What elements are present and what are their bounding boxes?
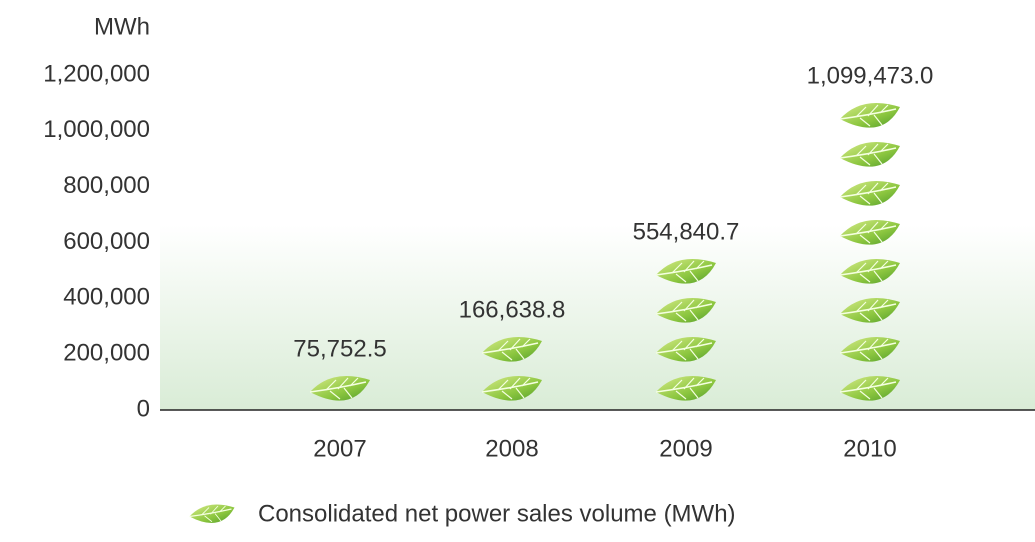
- y-tick-label: 1,200,000: [43, 60, 150, 87]
- x-tick-label: 2008: [485, 435, 538, 462]
- y-tick-label: 0: [137, 395, 150, 422]
- leaf-icon: [839, 180, 901, 207]
- y-tick-label: 400,000: [63, 284, 150, 311]
- y-tick-label: 600,000: [63, 228, 150, 255]
- x-tick-label: 2010: [843, 435, 896, 462]
- value-label: 1,099,473.0: [807, 62, 934, 89]
- x-tick-label: 2009: [659, 435, 712, 462]
- plot-background: [160, 225, 1035, 410]
- legend-label: Consolidated net power sales volume (MWh…: [258, 500, 736, 527]
- leaf-icon: [839, 102, 901, 129]
- y-tick-label: 1,000,000: [43, 116, 150, 143]
- x-tick-label: 2007: [313, 435, 366, 462]
- y-tick-label: 800,000: [63, 172, 150, 199]
- leaf-icon: [839, 141, 901, 168]
- value-label: 554,840.7: [633, 218, 740, 245]
- value-label: 166,638.8: [459, 296, 566, 323]
- legend-icon: [188, 503, 236, 524]
- y-axis-label: MWh: [94, 13, 150, 40]
- y-tick-label: 200,000: [63, 340, 150, 367]
- value-label: 75,752.5: [293, 335, 386, 362]
